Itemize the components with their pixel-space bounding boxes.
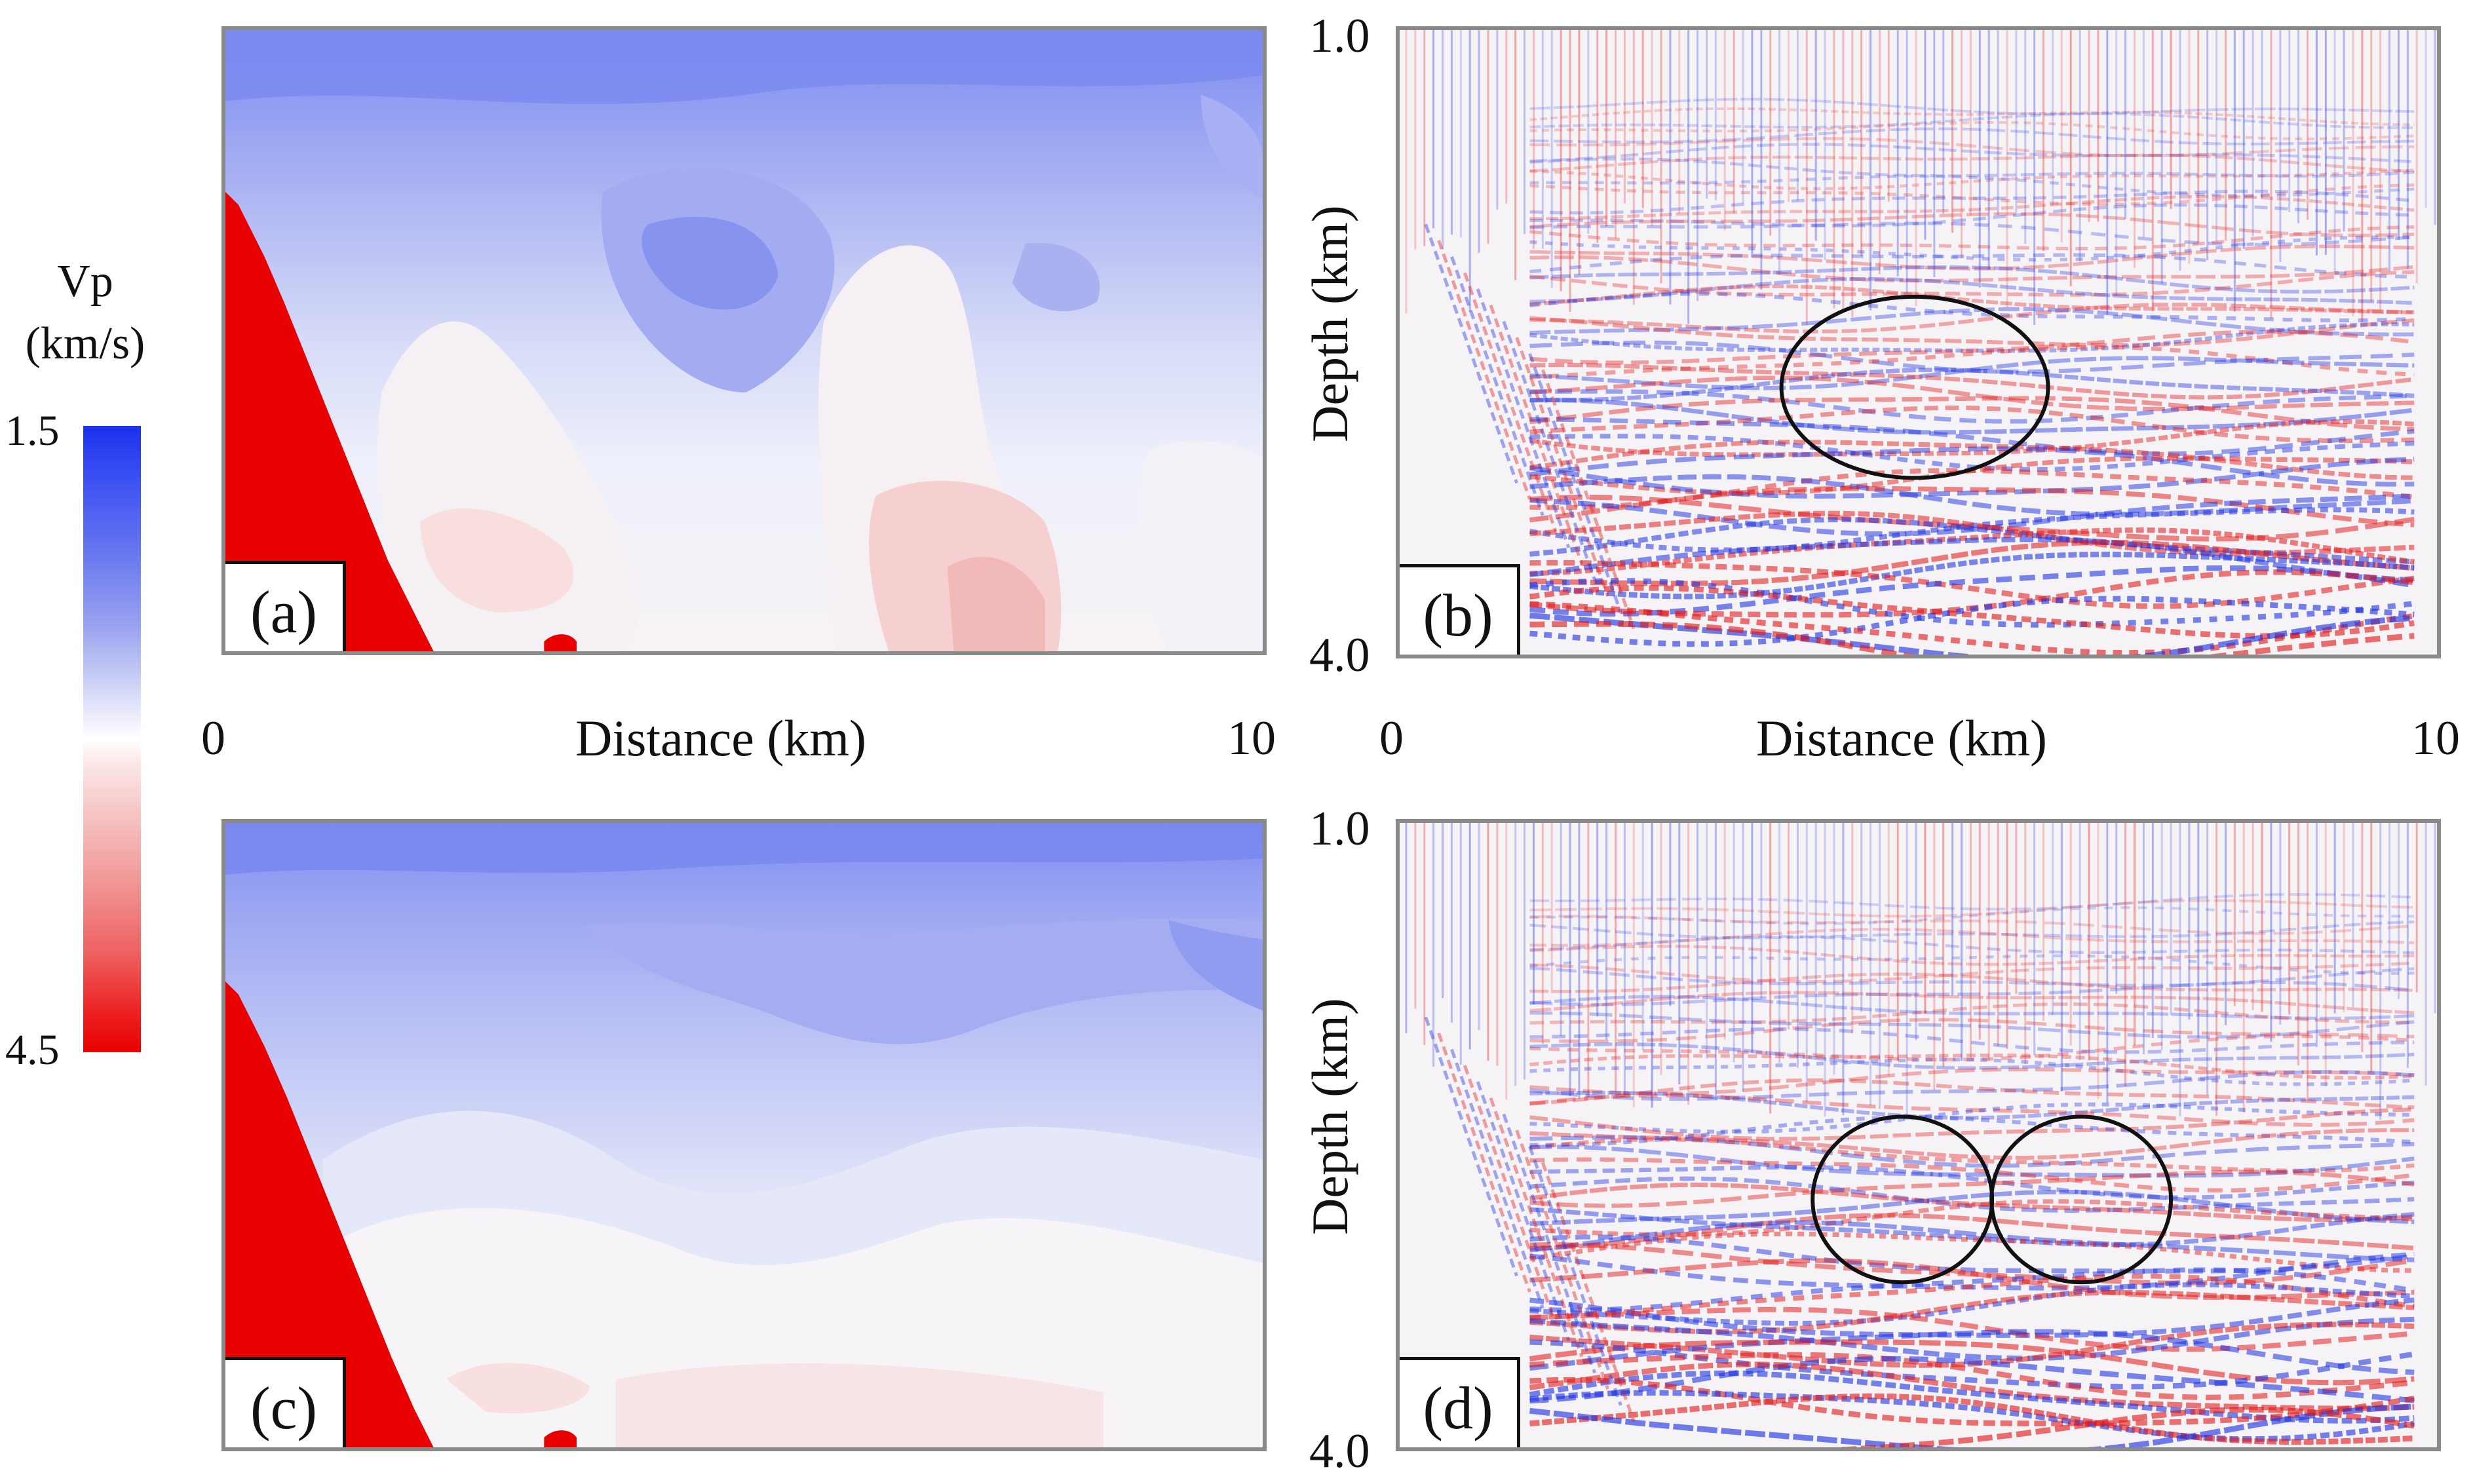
depth-bottom-tick-b: 4.0 (1309, 628, 1370, 682)
colorbar-title-vp: Vp (57, 256, 113, 307)
panel-tag-a: (a) (225, 561, 346, 651)
depth-top-tick-d: 1.0 (1309, 802, 1370, 856)
migrated-image-panel-d: (d) (1396, 819, 2441, 1451)
velocity-field-c (225, 823, 1263, 1447)
x-tick-0-left-top: 0 (201, 712, 225, 765)
annotation-ellipse-1 (1779, 294, 2050, 480)
annotation-ellipse-2 (1989, 1114, 2174, 1285)
velocity-panel-c: (c) (221, 819, 1267, 1451)
depth-axis-label-d: Depth (km) (1301, 998, 1358, 1235)
panel-tag-b: (b) (1400, 564, 1520, 655)
depth-bottom-tick-d: 4.0 (1309, 1424, 1370, 1478)
panel-tag-d: (d) (1400, 1357, 1520, 1447)
velocity-colorbar (83, 426, 141, 1052)
x-tick-0-right-top: 0 (1379, 712, 1404, 765)
x-tick-10-left-top: 10 (1227, 712, 1276, 765)
x-axis-label-right-top: Distance (km) (1756, 710, 2048, 767)
colorbar-title-units: (km/s) (25, 318, 145, 369)
seismic-image-d (1400, 823, 2437, 1447)
depth-top-tick-b: 1.0 (1309, 9, 1370, 63)
migrated-image-panel-b: (b) (1396, 26, 2441, 658)
colorbar-min-label: 1.5 (5, 407, 60, 455)
colorbar-max-label: 4.5 (5, 1026, 60, 1074)
seismic-image-b (1400, 30, 2437, 655)
x-tick-10-right-top: 10 (2411, 712, 2460, 765)
x-axis-label-left-top: Distance (km) (575, 710, 867, 767)
velocity-field-a (225, 30, 1263, 651)
velocity-panel-a: (a) (221, 26, 1267, 655)
depth-axis-label-b: Depth (km) (1301, 205, 1358, 442)
panel-tag-c: (c) (225, 1357, 346, 1447)
